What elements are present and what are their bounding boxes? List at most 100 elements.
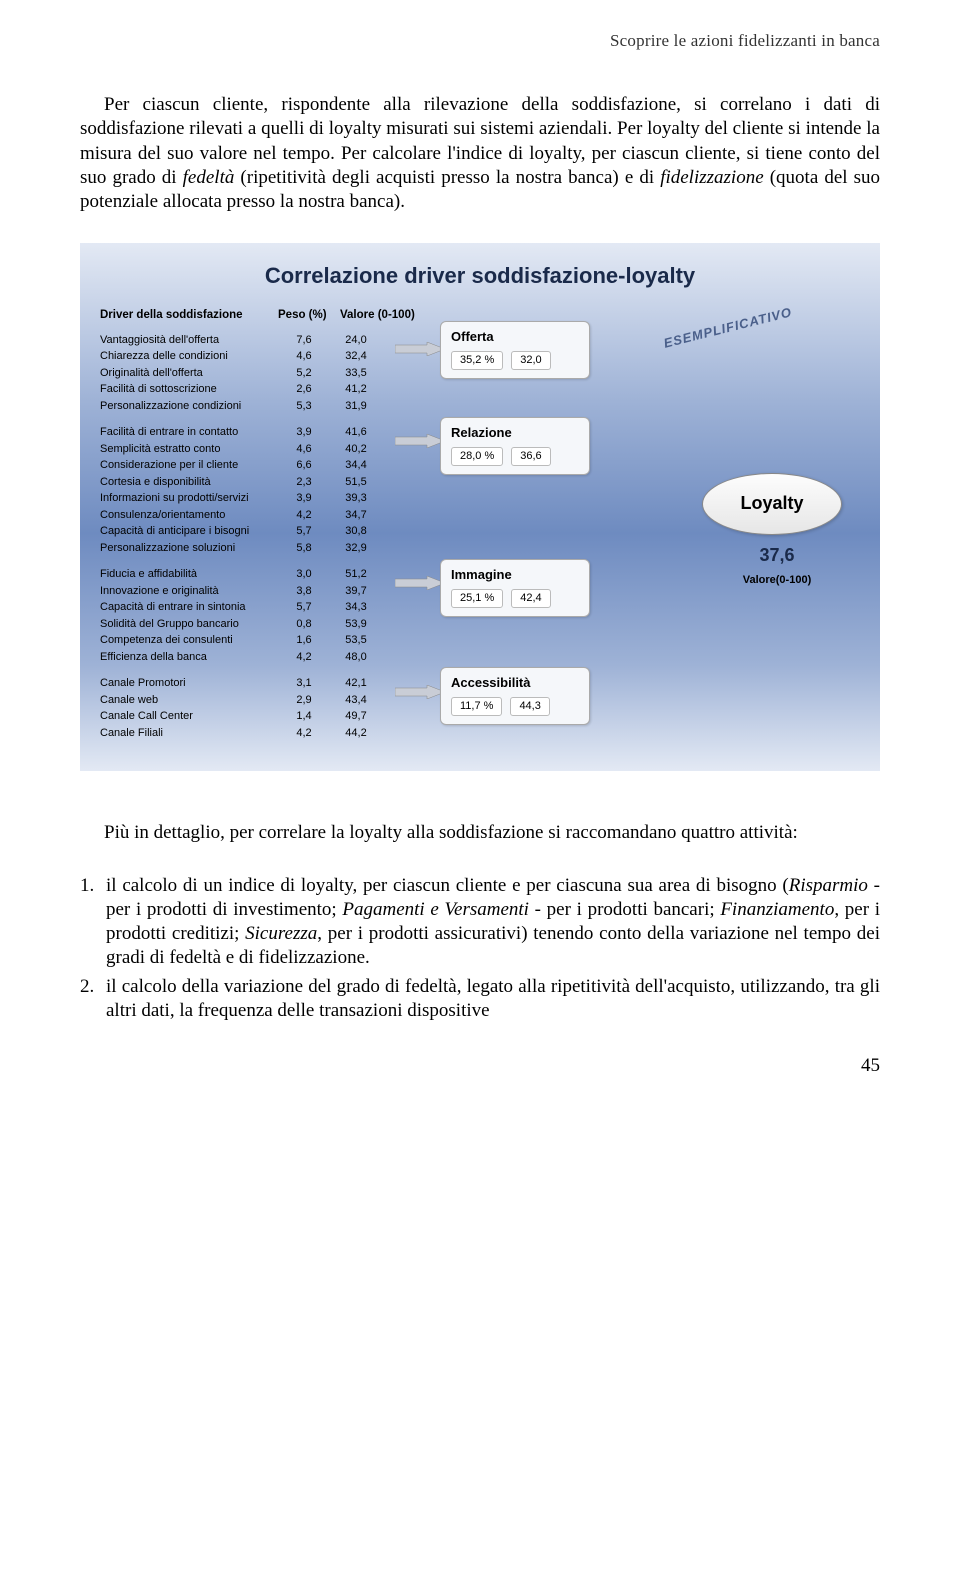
driver-row: Canale Filiali4,244,2 [100, 725, 860, 742]
driver-peso: 4,2 [278, 507, 330, 524]
driver-value: 41,2 [330, 381, 382, 398]
driver-value: 53,5 [330, 632, 382, 649]
correlation-infographic: Correlazione driver soddisfazione-loyalt… [80, 243, 880, 772]
th-valore: Valore (0-100) [340, 308, 430, 324]
driver-value: 31,9 [330, 398, 382, 415]
driver-value: 49,7 [330, 708, 382, 725]
driver-value: 44,2 [330, 725, 382, 742]
driver-peso: 0,8 [278, 616, 330, 633]
driver-value: 34,7 [330, 507, 382, 524]
driver-name: Innovazione e originalità [100, 583, 278, 600]
list-item: 1.il calcolo di un indice di loyalty, pe… [80, 874, 880, 971]
driver-name: Considerazione per il cliente [100, 457, 278, 474]
driver-peso: 2,9 [278, 692, 330, 709]
list-italic: Finanziamento [720, 899, 834, 920]
arrow-icon [395, 576, 445, 590]
factor-title: Relazione [451, 424, 579, 442]
driver-value: 53,9 [330, 616, 382, 633]
driver-name: Cortesia e disponibilità [100, 474, 278, 491]
activity-list: 1.il calcolo di un indice di loyalty, pe… [80, 874, 880, 1024]
factor-box: Accessibilità 11,7 % 44,3 [440, 667, 590, 725]
driver-name: Canale Promotori [100, 675, 278, 692]
factor-value: 32,0 [511, 351, 550, 370]
driver-value: 40,2 [330, 441, 382, 458]
driver-peso: 5,2 [278, 365, 330, 382]
driver-name: Canale web [100, 692, 278, 709]
driver-peso: 5,7 [278, 599, 330, 616]
page-number: 45 [80, 1053, 880, 1079]
driver-value: 34,3 [330, 599, 382, 616]
driver-value: 24,0 [330, 332, 382, 349]
driver-name: Semplicità estratto conto [100, 441, 278, 458]
driver-name: Vantaggiosità dell'offerta [100, 332, 278, 349]
list-number: 2. [80, 975, 106, 1024]
driver-name: Capacità di anticipare i bisogni [100, 523, 278, 540]
driver-name: Personalizzazione soluzioni [100, 540, 278, 557]
para-italic-2: fidelizzazione [660, 167, 763, 188]
infographic-title: Correlazione driver soddisfazione-loyalt… [100, 261, 860, 291]
driver-name: Solidità del Gruppo bancario [100, 616, 278, 633]
driver-peso: 3,9 [278, 490, 330, 507]
factor-value: 36,6 [511, 447, 550, 466]
driver-name: Canale Filiali [100, 725, 278, 742]
driver-peso: 4,6 [278, 441, 330, 458]
loyalty-oval: Loyalty [702, 473, 842, 535]
driver-value: 39,7 [330, 583, 382, 600]
driver-peso: 4,2 [278, 725, 330, 742]
driver-peso: 1,4 [278, 708, 330, 725]
driver-name: Facilità di sottoscrizione [100, 381, 278, 398]
factor-title: Offerta [451, 328, 579, 346]
factor-box: Offerta 35,2 % 32,0 [440, 321, 590, 379]
list-text: il calcolo della variazione del grado di… [106, 975, 880, 1024]
list-text: il calcolo di un indice di loyalty, per … [106, 874, 880, 971]
driver-name: Personalizzazione condizioni [100, 398, 278, 415]
driver-name: Facilità di entrare in contatto [100, 424, 278, 441]
driver-value: 32,9 [330, 540, 382, 557]
driver-peso: 4,6 [278, 348, 330, 365]
para-italic-1: fedeltà [183, 167, 235, 188]
driver-name: Efficienza della banca [100, 649, 278, 666]
driver-name: Capacità di entrare in sintonia [100, 599, 278, 616]
th-driver: Driver della soddisfazione [100, 308, 278, 324]
driver-peso: 5,8 [278, 540, 330, 557]
driver-peso: 5,7 [278, 523, 330, 540]
factor-box: Immagine25,1 %42,4 [440, 559, 590, 617]
factor-value: 44,3 [510, 697, 549, 716]
driver-value: 30,8 [330, 523, 382, 540]
arrow-icon [395, 685, 445, 699]
factor-value: 42,4 [511, 589, 550, 608]
driver-value: 33,5 [330, 365, 382, 382]
driver-row: Competenza dei consulenti1,653,5 [100, 632, 860, 649]
driver-peso: 3,1 [278, 675, 330, 692]
driver-value: 51,5 [330, 474, 382, 491]
list-number: 1. [80, 874, 106, 971]
list-item: 2.il calcolo della variazione del grado … [80, 975, 880, 1024]
driver-row: Facilità di sottoscrizione2,641,2 [100, 381, 860, 398]
driver-peso: 7,6 [278, 332, 330, 349]
list-italic: Pagamenti e Versamenti [342, 899, 529, 920]
intro-paragraph: Per ciascun cliente, rispondente alla ri… [80, 93, 880, 215]
factor-pct: 28,0 % [451, 447, 503, 466]
loyalty-caption: Valore(0-100) [702, 573, 852, 588]
driver-name: Fiducia e affidabilità [100, 566, 278, 583]
arrow-icon [395, 434, 445, 448]
driver-value: 42,1 [330, 675, 382, 692]
list-italic: Risparmio [789, 875, 868, 896]
driver-value: 43,4 [330, 692, 382, 709]
arrow-icon [395, 342, 445, 356]
factor-pct: 11,7 % [451, 697, 502, 716]
driver-row: Efficienza della banca4,248,0 [100, 649, 860, 666]
driver-name: Informazioni su prodotti/servizi [100, 490, 278, 507]
driver-value: 51,2 [330, 566, 382, 583]
recommendation-paragraph: Più in dettaglio, per correlare la loyal… [80, 821, 880, 845]
factor-title: Accessibilità [451, 674, 579, 692]
driver-peso: 3,0 [278, 566, 330, 583]
factor-box: Relazione 28,0 % 36,6 [440, 417, 590, 475]
driver-row: Solidità del Gruppo bancario0,853,9 [100, 616, 860, 633]
driver-peso: 3,9 [278, 424, 330, 441]
list-span: - per i prodotti bancari; [529, 899, 720, 920]
factor-pct: 35,2 % [451, 351, 503, 370]
driver-name: Originalità dell'offerta [100, 365, 278, 382]
driver-value: 32,4 [330, 348, 382, 365]
driver-value: 39,3 [330, 490, 382, 507]
